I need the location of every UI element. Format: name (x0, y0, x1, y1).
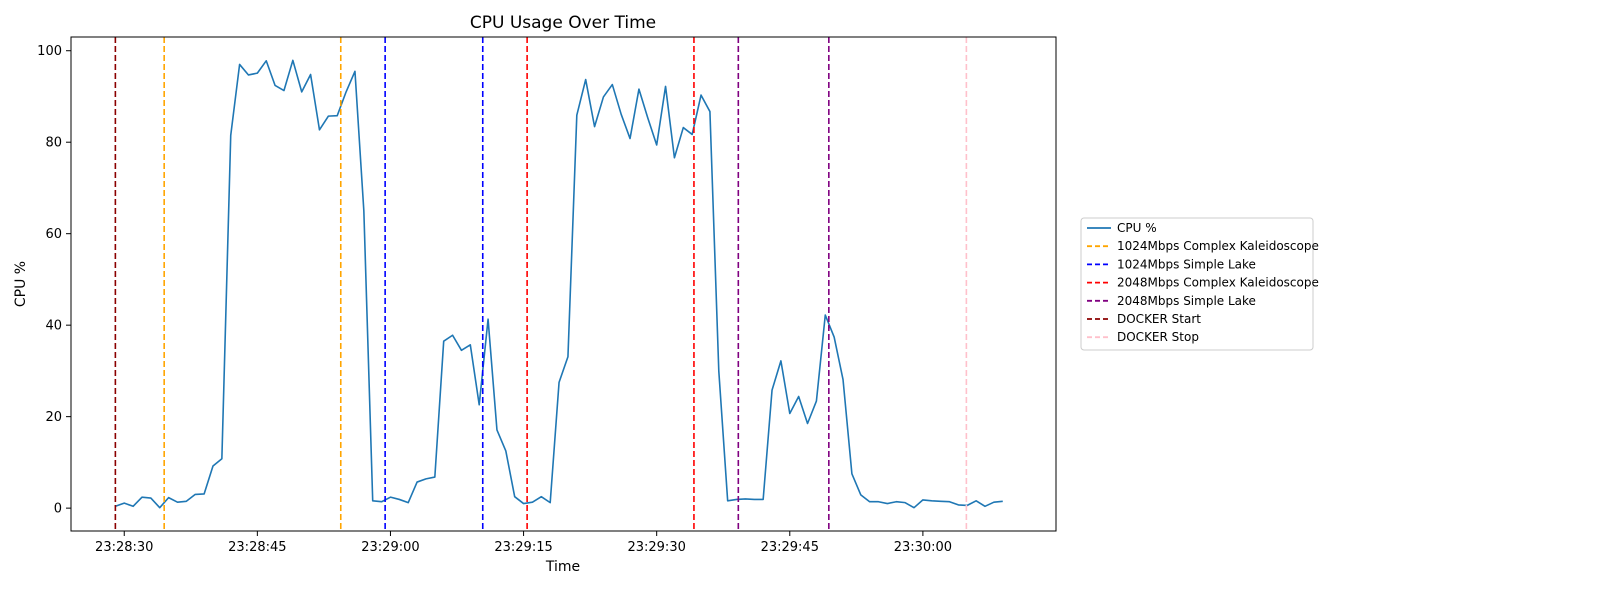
x-tick-label: 23:28:30 (95, 540, 153, 555)
x-tick-label: 23:30:00 (894, 540, 952, 555)
legend-label-2048mbps-simple-lake: 2048Mbps Simple Lake (1117, 294, 1256, 308)
y-axis-label: CPU % (13, 261, 29, 307)
x-tick-label: 23:29:15 (494, 540, 552, 555)
y-axis: 0 20 40 60 80 100 (37, 44, 71, 517)
x-tick-label: 23:29:00 (361, 540, 419, 555)
x-tick-label: 23:28:45 (228, 540, 286, 555)
legend-label-cpu: CPU % (1117, 221, 1157, 235)
plot-area (114, 37, 1003, 531)
chart-title: CPU Usage Over Time (470, 13, 656, 33)
legend-box (1080, 217, 1314, 351)
legend: CPU % 1024Mbps Complex Kaleidoscope 1024Mb… (1080, 217, 1319, 351)
x-tick-label: 23:29:30 (627, 540, 685, 555)
y-tick-label: 80 (45, 136, 62, 151)
y-tick-label: 40 (45, 319, 62, 334)
x-tick-label: 23:29:45 (761, 540, 819, 555)
y-tick-label: 0 (54, 502, 62, 517)
legend-label-docker-stop: DOCKER Stop (1117, 330, 1199, 344)
y-tick-label: 60 (45, 227, 62, 242)
legend-label-2048mbps-complex-kaleidoscope: 2048Mbps Complex Kaleidoscope (1117, 276, 1319, 290)
legend-label-docker-start: DOCKER Start (1117, 312, 1201, 326)
legend-label-1024mbps-simple-lake: 1024Mbps Simple Lake (1117, 257, 1256, 271)
x-axis-label: Time (545, 559, 580, 575)
legend-label-1024mbps-complex-kaleidoscope: 1024Mbps Complex Kaleidoscope (1117, 239, 1319, 253)
y-tick-label: 20 (45, 410, 62, 425)
plot-frame (70, 36, 1057, 532)
x-axis: 23:28:30 23:28:45 23:29:00 23:29:15 23:29:30… (95, 531, 952, 555)
series-line-cpu (115, 59, 1003, 509)
y-tick-label: 100 (37, 44, 62, 59)
